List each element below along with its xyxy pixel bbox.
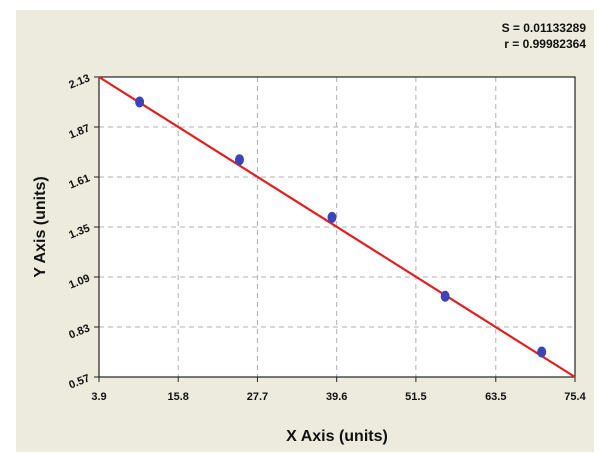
y-tick-label: 1.09: [67, 272, 91, 291]
x-tick-label: 75.4: [564, 391, 586, 403]
data-point: [537, 346, 547, 358]
x-tick-label: 27.7: [247, 391, 268, 403]
x-tick-label: 51.5: [405, 391, 426, 403]
x-axis-title: X Axis (units): [286, 428, 388, 445]
y-tick-label: 0.83: [67, 322, 91, 341]
x-tick-label: 3.9: [91, 391, 106, 403]
s-value: S = 0.01133289: [501, 21, 586, 35]
stats-box: S = 0.01133289 r = 0.99982364: [502, 20, 586, 52]
y-tick-label: 0.57: [67, 372, 91, 391]
y-tick-label: 1.87: [67, 122, 91, 141]
y-tick-label: 2.13: [67, 72, 91, 91]
data-point: [234, 154, 244, 166]
x-tick-label: 15.8: [168, 391, 189, 403]
y-axis-title: Y Axis (units): [32, 176, 49, 277]
x-tick-label: 63.5: [485, 391, 506, 403]
data-point: [327, 211, 337, 223]
y-tick-label: 1.35: [67, 222, 91, 241]
data-point: [135, 96, 145, 108]
fit-line: [98, 76, 576, 378]
data-point: [440, 290, 450, 302]
x-tick-label: 39.6: [326, 391, 347, 403]
r-value: r = 0.99982364: [504, 37, 586, 51]
y-tick-label: 1.61: [67, 172, 91, 191]
